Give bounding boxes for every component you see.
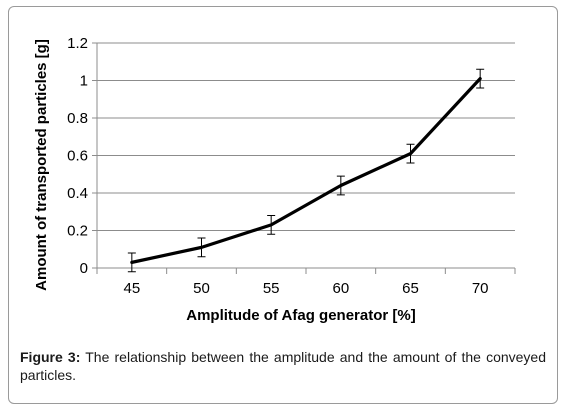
y-tick-label: 1.2 xyxy=(67,35,88,52)
x-tick-label: 50 xyxy=(193,280,210,297)
y-tick-label: 0.2 xyxy=(67,223,88,240)
y-tick-label: 0.4 xyxy=(67,185,88,202)
figure-frame xyxy=(8,6,558,404)
x-tick-labels: 45 50 55 60 65 70 xyxy=(123,280,488,297)
caption-prefix: Figure 3: xyxy=(20,349,81,365)
figure-caption: Figure 3: The relationship between the a… xyxy=(20,348,546,384)
line-chart: 0 0.2 0.4 0.6 0.8 1 1.2 45 50 55 60 65 70 Amplitude… xyxy=(33,35,516,324)
y-tick-label: 1 xyxy=(80,73,88,90)
axes xyxy=(92,42,516,274)
y-tick-label: 0.8 xyxy=(67,110,88,127)
x-tick-label: 60 xyxy=(332,280,349,297)
x-tick-label: 70 xyxy=(472,280,489,297)
caption-text: The relationship between the amplitude a… xyxy=(20,349,547,383)
series xyxy=(127,68,485,273)
series-line xyxy=(130,77,482,264)
x-tick-label: 45 xyxy=(123,280,140,297)
gridlines xyxy=(97,42,515,231)
y-tick-labels: 0 0.2 0.4 0.6 0.8 1 1.2 xyxy=(67,35,88,277)
y-tick-label: 0 xyxy=(80,260,88,277)
y-axis-label: Amount of transported particles [g] xyxy=(33,39,50,291)
x-tick-label: 55 xyxy=(263,280,280,297)
x-axis-label: Amplitude of Afag generator [%] xyxy=(186,307,415,324)
y-tick-label: 0.6 xyxy=(67,148,88,165)
x-tick-label: 65 xyxy=(402,280,419,297)
